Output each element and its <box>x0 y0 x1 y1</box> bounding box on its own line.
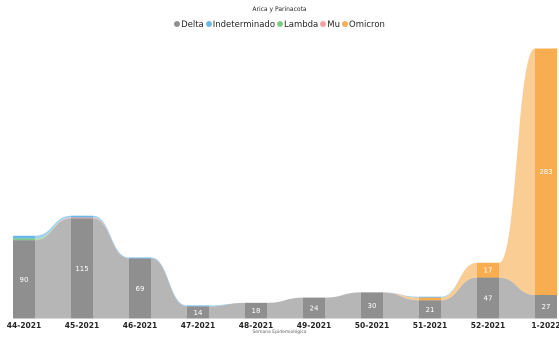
legend-label: Lambda <box>284 20 319 30</box>
ribbon-indeterminado <box>93 215 129 259</box>
x-tick-label: 45-2021 <box>65 321 99 330</box>
data-label: 47 <box>484 295 493 303</box>
legend-swatch <box>277 21 284 27</box>
ribbon-omicron <box>383 292 419 301</box>
bar-delta[interactable] <box>13 240 35 319</box>
legend-swatch <box>205 21 212 27</box>
data-label: 18 <box>252 307 261 315</box>
legend-item-omicron[interactable]: Omicron <box>342 20 385 30</box>
data-label: 14 <box>194 309 203 317</box>
legend-item-indeterminado[interactable]: Indeterminado <box>205 20 276 30</box>
legend-item-lambda[interactable]: Lambda <box>277 20 318 30</box>
x-tick-label: 48-2021 <box>239 321 273 330</box>
bar-indeterminado[interactable] <box>71 215 93 218</box>
data-label: 24 <box>310 305 319 313</box>
ribbon-delta <box>383 292 419 319</box>
x-tick-label: 1-2022 <box>531 321 559 330</box>
ribbon-indeterminado <box>441 262 477 298</box>
legend-swatch <box>320 21 327 27</box>
data-label: 69 <box>136 285 145 293</box>
x-axis-title: Semana Epidemiológica <box>252 330 307 335</box>
x-tick-label: 51-2021 <box>413 321 447 330</box>
ribbon-delta <box>209 302 245 319</box>
bar-omicron[interactable] <box>419 297 441 301</box>
bar-mu[interactable] <box>71 217 93 219</box>
data-label: 90 <box>20 276 29 284</box>
x-tick-label: 49-2021 <box>297 321 331 330</box>
data-label: 21 <box>426 306 435 314</box>
legend-label: Indeterminado <box>212 20 276 30</box>
ribbon-indeterminado <box>209 302 245 307</box>
ribbon-delta <box>151 258 187 319</box>
legend-label: Mu <box>327 20 340 30</box>
legend-label: Delta <box>181 20 204 30</box>
x-tick-label: 52-2021 <box>471 321 505 330</box>
bar-indeterminado[interactable] <box>129 257 151 259</box>
bar-delta[interactable] <box>129 258 151 319</box>
bar-delta[interactable] <box>535 294 557 319</box>
ribbon-lambda <box>35 217 71 241</box>
ribbon-delta <box>441 277 477 319</box>
legend-label: Omicron <box>349 20 385 30</box>
ribbon-delta <box>35 218 71 319</box>
bar-indeterminado[interactable] <box>13 235 35 239</box>
bar-delta[interactable] <box>419 300 441 319</box>
legend-item-delta[interactable]: Delta <box>174 20 204 30</box>
legend-item-mu[interactable]: Mu <box>320 20 340 30</box>
bar-indeterminado[interactable] <box>187 305 209 307</box>
bar-delta[interactable] <box>477 277 499 319</box>
data-label: 17 <box>484 267 493 275</box>
bar-delta[interactable] <box>361 292 383 319</box>
legend-swatch <box>342 21 348 27</box>
ribbon-delta <box>499 277 535 319</box>
legend: Delta Indeterminado Lambda Mu Omicron <box>0 20 559 30</box>
ribbon-indeterminado <box>151 257 187 307</box>
chart-title: Arica y Parinacota <box>252 6 307 13</box>
ribbon-delta <box>93 218 129 319</box>
ribbon-indeterminado <box>35 215 71 239</box>
ribbon-omicron <box>499 48 535 295</box>
bar-lambda[interactable] <box>13 238 35 241</box>
bar-omicron[interactable] <box>535 48 557 295</box>
bar-omicron[interactable] <box>477 262 499 278</box>
x-tick-label: 50-2021 <box>355 321 389 330</box>
ribbon-delta <box>267 297 303 319</box>
bar-delta[interactable] <box>245 302 267 319</box>
ribbon-indeterminado <box>383 292 419 298</box>
legend-swatch <box>174 21 181 27</box>
x-tick-label: 44-2021 <box>7 321 41 330</box>
bar-delta[interactable] <box>303 297 325 319</box>
ribbon-omicron <box>441 262 477 301</box>
ribbon-delta <box>325 292 361 319</box>
data-label: 27 <box>542 303 551 311</box>
bar-delta[interactable] <box>187 306 209 319</box>
data-label: 283 <box>539 168 552 176</box>
x-tick-label: 46-2021 <box>123 321 157 330</box>
data-label: 115 <box>75 265 88 273</box>
x-tick-label: 47-2021 <box>181 321 215 330</box>
bar-indeterminado[interactable] <box>419 296 441 298</box>
data-label: 30 <box>368 302 377 310</box>
bar-delta[interactable] <box>71 218 93 319</box>
